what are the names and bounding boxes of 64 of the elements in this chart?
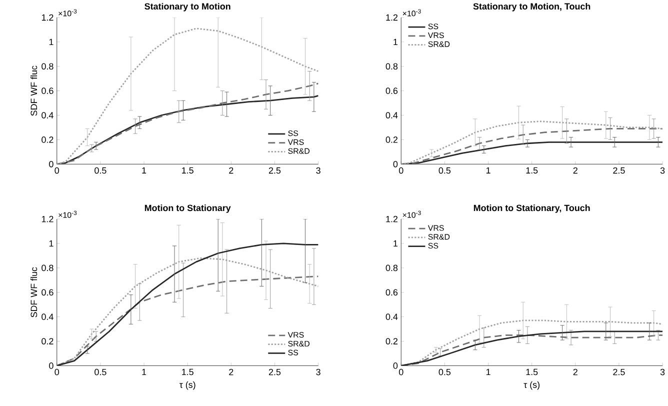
y-tick-label: 0.8 [386,264,398,272]
y-tick-label: 1.2 [42,216,54,222]
y-tick-label: 0 [393,161,398,168]
y-tick-label: 0.8 [42,264,54,272]
x-tick-label: 1 [142,168,146,174]
x-tick-label: 0 [398,369,404,376]
y-tick-label: 1 [394,39,398,46]
y-tick-label: 0.6 [386,88,398,94]
y-tick-label: 1.2 [42,14,54,21]
x-tick-label: 1.5 [182,369,194,376]
y-tick-label: 1 [49,240,54,247]
y-tick-label: 0.8 [42,63,54,70]
x-tick-label: 2 [229,369,234,376]
x-tick-label: 2 [229,168,234,174]
x-tick-label: 2 [573,369,578,376]
y-tick-label: 1 [49,39,54,46]
x-tick-label: 2 [573,168,578,174]
y-tick-label: 1.2 [386,216,398,222]
x-tick-label: 3 [660,168,665,174]
x-tick-label: 2.5 [268,168,281,174]
y-tick-label: 0.4 [386,112,398,119]
y-tick-label: 0.4 [42,314,54,320]
x-tick-label: 3 [316,369,320,376]
x-tick-label: 1.5 [526,168,538,174]
y-tick-label: 0 [49,161,54,168]
x-tick-label: 0.5 [438,168,451,174]
y-tick-label: 0.8 [386,63,398,70]
x-tick-label: 1 [486,168,490,174]
y-tick-label: 0.2 [42,338,54,345]
x-tick-label: 1 [486,369,490,376]
x-tick-label: 1.5 [182,168,194,174]
y-tick-label: 0.6 [386,289,398,296]
x-tick-label: 0.5 [438,369,451,376]
x-axis-title: τ (s) [524,382,540,390]
y-tick-label: 0 [49,362,54,370]
y-tick-label: 1.2 [386,14,398,21]
y-tick-label: 0.2 [386,338,398,345]
x-tick-label: 0 [54,369,60,376]
y-tick-label: 0.4 [386,314,398,320]
x-tick-label: 0.5 [94,369,106,376]
x-tick-label: 3 [316,168,320,174]
x-tick-label: 0 [54,168,60,174]
x-axis-title: τ (s) [179,382,196,390]
x-tick-label: 1 [142,369,146,376]
y-tick-label: 0 [393,362,398,370]
y-tick-label: 0.4 [42,112,54,119]
x-tick-label: 0.5 [94,168,106,174]
chart-title: Stationary to Motion, Touch [473,3,590,12]
y-tick-label: 0.6 [42,88,54,94]
y-axis-title: SDF WF fluc [30,66,38,116]
y-tick-label: 0.2 [386,136,398,144]
y-tick-label: 1 [394,240,398,247]
x-tick-label: 1.5 [526,369,538,376]
x-tick-label: 2.5 [613,168,625,174]
chart-title: Motion to Stationary [144,204,231,214]
chart-title: Stationary to Motion [144,3,230,12]
x-tick-label: 2.5 [268,369,281,376]
y-axis-title: SDF WF fluc [30,267,38,318]
x-tick-label: 2.5 [613,369,625,376]
x-tick-label: 0 [398,168,404,174]
chart-title: Motion to Stationary, Touch [474,204,590,214]
x-tick-label: 3 [660,369,665,376]
y-tick-label: 0.6 [42,289,54,296]
y-tick-label: 0.2 [42,136,54,144]
